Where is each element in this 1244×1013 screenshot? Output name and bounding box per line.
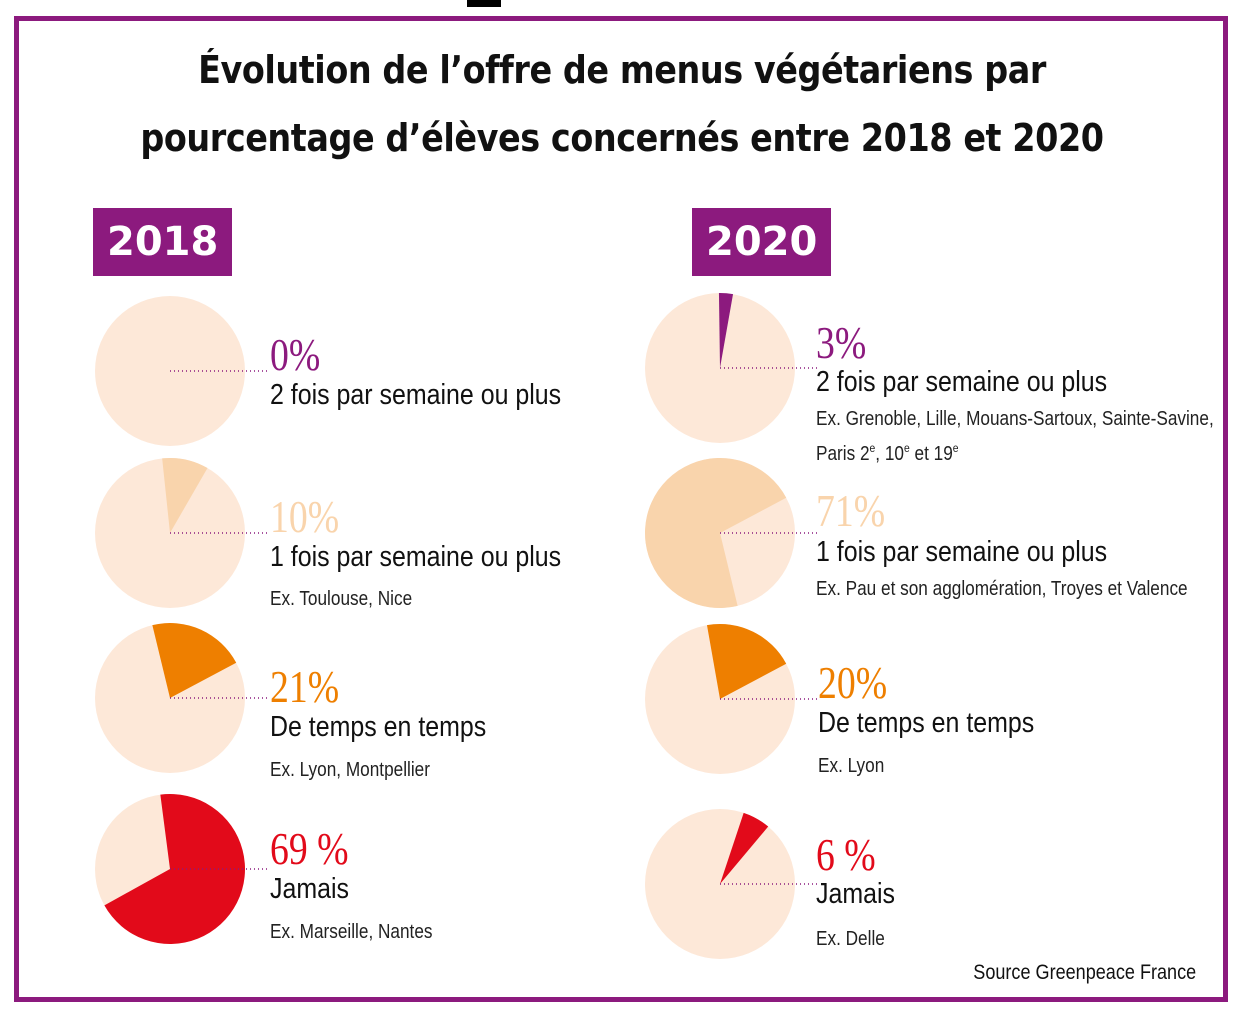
examples-2020-twice-weekly: Ex. Grenoble, Lille, Mouans-Sartoux, Sai… <box>816 408 1214 430</box>
pct-2018-sometimes: 21% <box>270 661 340 712</box>
pct-2020-never: 6 % <box>816 829 876 880</box>
pct-2020-once-weekly: 71% <box>816 485 886 536</box>
category-2020-never: Jamais <box>816 878 895 910</box>
category-2020-sometimes: De temps en temps <box>818 707 1035 739</box>
category-2018-sometimes: De temps en temps <box>270 711 487 743</box>
examples-2018-sometimes: Ex. Lyon, Montpellier <box>270 759 430 781</box>
category-2018-twice-weekly: 2 fois par semaine ou plus <box>270 379 562 411</box>
examples-2018-never: Ex. Marseille, Nantes <box>270 921 433 943</box>
pie-slice-2018-once-weekly <box>162 457 208 533</box>
title-line-1: Évolution de l’offre de menus végétarien… <box>198 48 1046 92</box>
category-2018-never: Jamais <box>270 873 349 905</box>
examples-2020-twice-weekly-paris: Paris 2e, 10e et 19e <box>816 441 959 465</box>
top-crop-mark <box>467 0 501 7</box>
year-badge-2020: 2020 <box>692 208 832 276</box>
examples-2020-never: Ex. Delle <box>816 928 885 950</box>
year-badge-2018: 2018 <box>93 208 233 276</box>
category-2020-once-weekly: 1 fois par semaine ou plus <box>816 536 1108 568</box>
examples-2020-once-weekly: Ex. Pau et son agglomération, Troyes et … <box>816 578 1188 600</box>
pie-slice-2020-once-weekly <box>645 458 787 609</box>
pie-slice-2020-never <box>720 812 769 884</box>
pct-2020-twice-weekly: 3% <box>816 317 867 368</box>
category-2020-twice-weekly: 2 fois par semaine ou plus <box>816 366 1108 398</box>
pct-2018-twice-weekly: 0% <box>270 329 321 380</box>
infographic-frame <box>14 16 1228 1002</box>
examples-2020-sometimes: Ex. Lyon <box>818 755 885 777</box>
pct-2018-once-weekly: 10% <box>270 491 340 542</box>
pie-slice-2020-sometimes <box>706 624 787 699</box>
infographic-title: Évolution de l’offre de menus végétarien… <box>92 36 1152 172</box>
pct-2018-never: 69 % <box>270 823 349 874</box>
pie-slice-2020-twice-weekly <box>718 293 734 368</box>
examples-2018-once-weekly: Ex. Toulouse, Nice <box>270 588 413 610</box>
source-credit: Source Greenpeace France <box>973 961 1196 984</box>
title-line-2: pourcentage d’élèves concernés entre 201… <box>140 116 1104 160</box>
pie-slice-2018-sometimes <box>152 622 237 698</box>
category-2018-once-weekly: 1 fois par semaine ou plus <box>270 541 562 573</box>
pct-2020-sometimes: 20% <box>818 657 888 708</box>
